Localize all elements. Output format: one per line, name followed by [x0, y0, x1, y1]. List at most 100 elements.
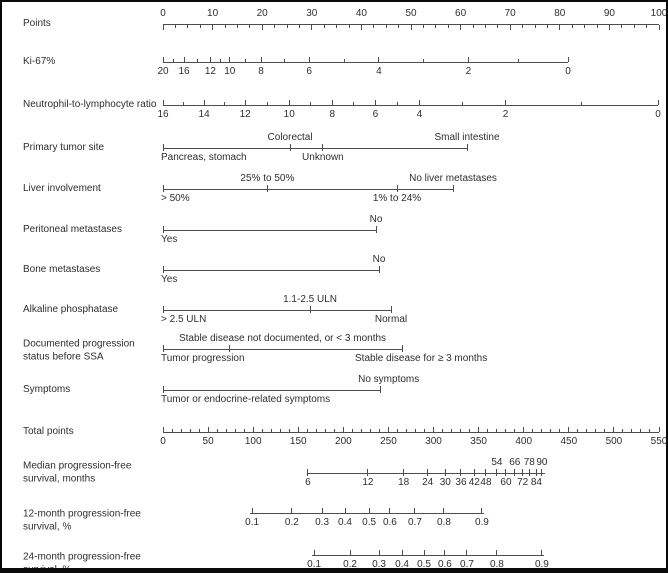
- tick-mark: [646, 25, 648, 28]
- tick-mark: [466, 550, 468, 555]
- tick-mark: [310, 102, 312, 105]
- tick-label: Stable disease not documented, or < 3 mo…: [178, 333, 387, 344]
- tick-mark: [196, 59, 198, 62]
- tick-mark: [473, 469, 475, 476]
- tick-mark: [342, 427, 344, 432]
- tick-mark: [422, 25, 424, 28]
- tick-mark: [505, 429, 507, 432]
- tick-mark: [496, 550, 498, 555]
- tick-mark: [234, 429, 236, 432]
- tick-mark: [251, 508, 253, 513]
- tick-mark: [348, 25, 350, 28]
- tick-label: Tumor or endocrine-related symptoms: [161, 394, 331, 405]
- tick-mark: [534, 25, 536, 28]
- tick-mark: [604, 429, 606, 432]
- tick-mark: [444, 550, 446, 555]
- tick-mark: [396, 185, 398, 192]
- tick-mark: [286, 25, 288, 28]
- tick-mark: [291, 508, 293, 513]
- tick-label: 1% to 24%: [372, 193, 422, 204]
- tick-mark: [631, 429, 633, 432]
- tick-label: Small intestine: [434, 132, 500, 143]
- axis-title-line: Documented progression: [23, 338, 135, 350]
- axis-title-symptoms: Symptoms: [23, 384, 70, 397]
- tick-mark: [360, 429, 362, 432]
- tick-mark: [396, 102, 398, 105]
- tick-mark: [467, 57, 469, 62]
- tick-mark: [608, 25, 610, 30]
- tick-label: 90: [603, 8, 615, 19]
- tick-label: 72: [517, 477, 529, 488]
- axis-title-peritoneal: Peritoneal metastases: [23, 224, 122, 237]
- tick-label: 0.1: [245, 517, 260, 528]
- tick-mark: [260, 57, 262, 62]
- tick-mark: [229, 57, 231, 62]
- tick-label: 0.3: [315, 517, 330, 528]
- axis-title-line: Points: [23, 17, 51, 29]
- tick-mark: [187, 25, 189, 28]
- tick-mark: [368, 508, 370, 513]
- axis-title-line: Peritoneal metastases: [23, 223, 122, 235]
- tick-label: 0: [160, 8, 166, 19]
- tick-label: 0.5: [362, 517, 377, 528]
- tick-mark: [622, 429, 624, 432]
- tick-label: Normal: [374, 314, 408, 325]
- tick-mark: [621, 25, 623, 28]
- tick-mark: [443, 508, 445, 513]
- axis-title-line: survival, %: [23, 521, 72, 532]
- tick-mark: [452, 185, 454, 192]
- axis-line-progression: [163, 349, 402, 350]
- tick-mark: [405, 429, 407, 432]
- tick-mark: [199, 25, 201, 28]
- tick-mark: [460, 469, 462, 476]
- tick-label: 42: [468, 477, 480, 488]
- tick-mark: [252, 427, 254, 432]
- axis-title-median-pfs: Median progression-free survival, months: [23, 461, 131, 486]
- tick-mark: [378, 266, 380, 273]
- tick-mark: [447, 25, 449, 28]
- tick-label: No symptoms: [358, 374, 420, 385]
- tick-mark: [266, 102, 268, 105]
- tick-label: > 2.5 ULN: [161, 314, 207, 325]
- tick-mark: [311, 25, 313, 30]
- tick-mark: [379, 386, 381, 393]
- tick-mark: [401, 345, 403, 352]
- tick-mark: [225, 429, 227, 432]
- tick-mark: [236, 25, 238, 28]
- tick-mark: [487, 429, 489, 432]
- tick-label: Stable disease for ≥ 3 months: [354, 353, 488, 364]
- axis-title-line: Bone metastases: [23, 263, 101, 275]
- tick-mark: [390, 306, 392, 313]
- tick-label: 0.7: [460, 559, 474, 570]
- tick-label: 150: [289, 436, 307, 447]
- tick-mark: [484, 25, 486, 28]
- tick-mark: [387, 427, 389, 432]
- tick-mark: [289, 144, 291, 151]
- tick-label: 70: [504, 8, 516, 19]
- tick-label: Unknown: [302, 152, 344, 163]
- tick-mark: [481, 508, 483, 513]
- tick-mark: [288, 100, 290, 105]
- tick-label: 20: [157, 66, 169, 77]
- tick-label: 400: [515, 436, 533, 447]
- tick-mark: [496, 469, 498, 476]
- tick-mark: [401, 550, 403, 555]
- tick-label: 2: [465, 66, 472, 77]
- tick-mark: [207, 427, 209, 432]
- tick-mark: [658, 427, 660, 432]
- tick-label: 0.1: [307, 559, 322, 570]
- tick-mark: [423, 550, 425, 555]
- tick-label: 0.4: [338, 517, 352, 528]
- tick-mark: [243, 429, 245, 432]
- tick-mark: [171, 429, 173, 432]
- tick-mark: [244, 100, 246, 105]
- tick-mark: [522, 469, 524, 476]
- tick-mark: [162, 144, 164, 151]
- tick-mark: [162, 427, 164, 432]
- tick-label: 14: [198, 109, 210, 120]
- tick-mark: [541, 429, 543, 432]
- tick-mark: [261, 25, 263, 30]
- tick-mark: [496, 429, 498, 432]
- tick-label: 350: [470, 436, 487, 447]
